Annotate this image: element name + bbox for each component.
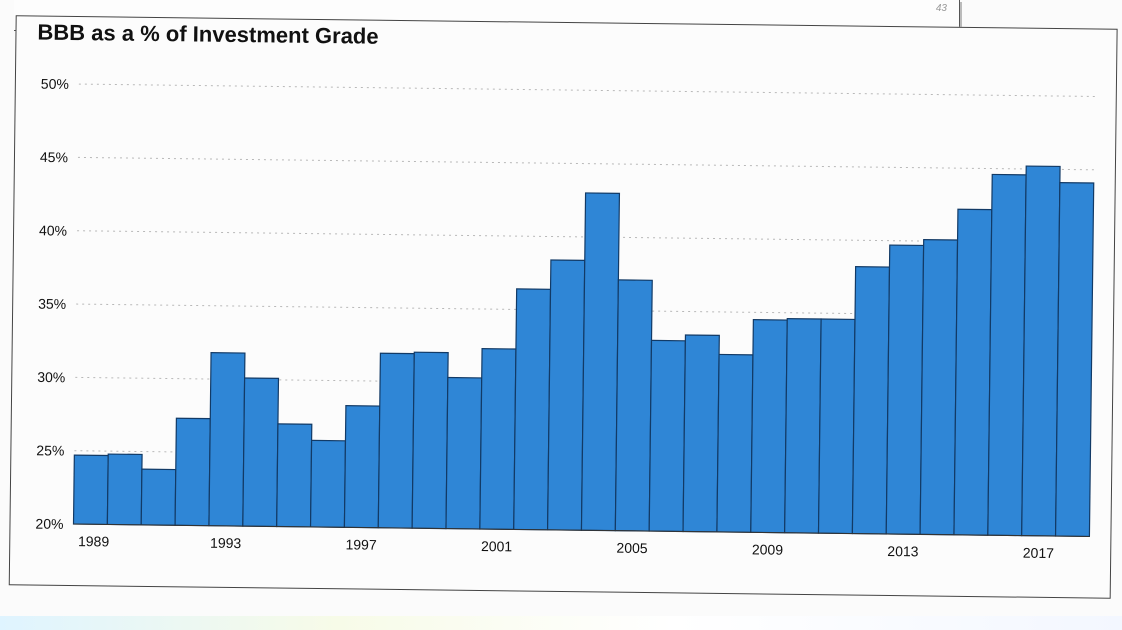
bar-2013 — [885, 244, 925, 535]
y-tick-label: 50% — [41, 76, 69, 92]
bar-1995 — [276, 423, 313, 528]
bar-2017 — [1021, 165, 1061, 537]
x-tick-label: 2017 — [1023, 545, 1055, 561]
bar-2004 — [580, 192, 621, 532]
bar-chart: 20% 25% 30% 35% 40% 45% 50% 1989 1993 1997 2001 200… — [35, 76, 1095, 561]
y-tick-label: 35% — [38, 296, 66, 312]
bar-2001 — [479, 348, 517, 531]
bar-1991 — [140, 468, 177, 526]
gridline — [78, 83, 1095, 97]
bar-2009 — [750, 319, 788, 534]
bar-2016 — [987, 173, 1027, 537]
gridline — [77, 156, 1094, 171]
x-tick-label: 1989 — [78, 533, 110, 549]
x-tick-label: 2001 — [481, 538, 513, 554]
x-tick-label: 1997 — [345, 536, 377, 552]
chart-panel: BBB as a % of Investment Grade 20% 25% 30%… — [8, 15, 1118, 628]
bar-1993 — [208, 352, 246, 527]
bar-2008 — [716, 353, 754, 533]
y-tick-label: 25% — [36, 442, 64, 458]
bar-2000 — [445, 376, 483, 530]
bar-2006 — [648, 339, 686, 533]
bar-1994 — [242, 377, 280, 528]
y-tick-label: 30% — [37, 369, 65, 385]
bar-1999 — [411, 351, 449, 530]
bar-2014 — [919, 238, 959, 536]
y-tick-label: 40% — [39, 222, 67, 238]
bar-2011 — [817, 318, 856, 535]
bar-1992 — [174, 417, 211, 527]
bar-2018 — [1054, 181, 1095, 538]
bar-2015 — [953, 208, 993, 536]
page-edge-strip — [0, 616, 1122, 630]
page-number: 43 — [935, 3, 947, 14]
bar-1989 — [72, 454, 109, 526]
x-tick-label: 2009 — [752, 541, 784, 557]
bar-2002 — [513, 288, 552, 531]
bar-2003 — [546, 259, 586, 531]
x-tick-label: 2013 — [887, 543, 919, 559]
bar-2007 — [682, 334, 720, 533]
x-tick-label: 1993 — [210, 535, 242, 551]
y-tick-label: 45% — [40, 149, 68, 165]
bar-1996 — [309, 439, 347, 528]
bar-2010 — [784, 317, 822, 534]
bar-2012 — [851, 266, 891, 535]
x-tick-label: 2005 — [616, 540, 648, 556]
x-axis-line — [73, 523, 1090, 537]
bar-1997 — [343, 405, 381, 529]
bar-1990 — [106, 453, 143, 526]
bar-2005 — [614, 279, 653, 532]
bar-1998 — [377, 352, 415, 529]
y-tick-label: 20% — [35, 516, 63, 532]
